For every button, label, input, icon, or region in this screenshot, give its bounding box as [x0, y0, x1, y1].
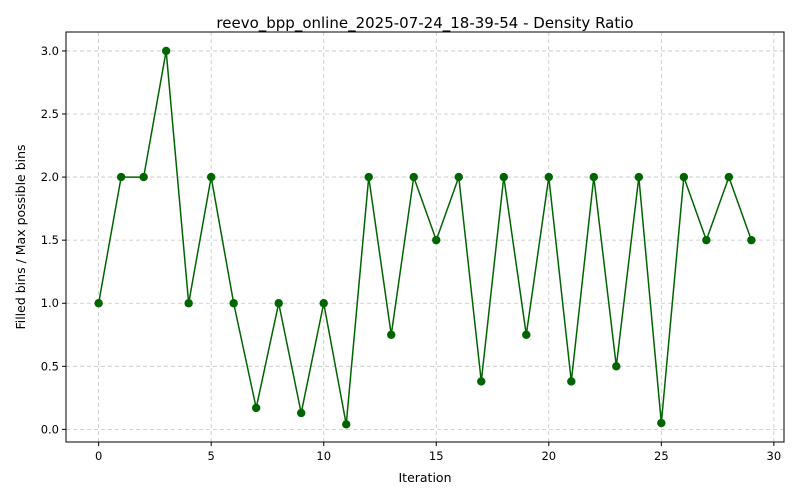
data-point	[229, 299, 238, 308]
data-point	[251, 403, 261, 413]
data-point	[747, 235, 756, 245]
y-tick-label: 0.0	[41, 422, 59, 436]
data-point	[274, 299, 283, 308]
data-point	[612, 362, 621, 371]
x-axis-label: Iteration	[398, 470, 451, 485]
data-point	[116, 172, 126, 182]
tick-layer: 0 5 10 15 20 25 30 0.0 0.5 1.0 1.5 2.0 2.5 3.0	[41, 44, 781, 463]
y-axis-label: Filled bins / Max possible bins	[13, 144, 28, 329]
series-layer	[94, 46, 756, 429]
y-tick-label: 1.0	[41, 296, 59, 310]
data-point	[657, 418, 666, 428]
data-point	[499, 172, 508, 182]
data-point	[387, 330, 396, 339]
data-point	[342, 420, 351, 429]
data-point	[724, 172, 734, 182]
x-tick-label: 0	[95, 449, 102, 463]
data-point	[161, 46, 171, 56]
data-point	[567, 377, 576, 386]
grid-layer	[66, 32, 784, 442]
data-point	[589, 172, 599, 182]
x-tick-label: 5	[208, 449, 215, 463]
x-tick-label: 30	[767, 449, 782, 463]
y-tick-label: 2.5	[41, 107, 59, 121]
data-point	[184, 299, 193, 308]
data-point	[432, 235, 441, 245]
y-tick-label: 3.0	[41, 44, 59, 58]
y-tick-label: 1.5	[41, 233, 59, 247]
data-point	[702, 235, 711, 245]
series-line	[97, 50, 753, 426]
y-tick-label: 0.5	[41, 359, 59, 373]
data-point	[679, 172, 689, 182]
data-point	[297, 408, 306, 418]
plot-frame	[65, 31, 785, 443]
data-point	[409, 172, 418, 182]
x-tick-label: 15	[429, 449, 444, 463]
data-point	[544, 172, 553, 182]
y-tick-label: 2.0	[41, 170, 59, 184]
x-tick-label: 25	[654, 449, 669, 463]
data-point	[319, 299, 328, 308]
data-point	[522, 330, 531, 339]
data-point	[206, 172, 216, 182]
data-point	[94, 299, 103, 308]
data-point	[634, 172, 644, 182]
data-point	[364, 172, 373, 182]
data-point	[139, 172, 148, 182]
x-tick-label: 10	[316, 449, 331, 463]
x-tick-label: 20	[541, 449, 556, 463]
data-point	[477, 377, 486, 386]
data-point	[454, 172, 463, 182]
chart-title: reevo_bpp_online_2025-07-24_18-39-54 - D…	[216, 14, 633, 33]
